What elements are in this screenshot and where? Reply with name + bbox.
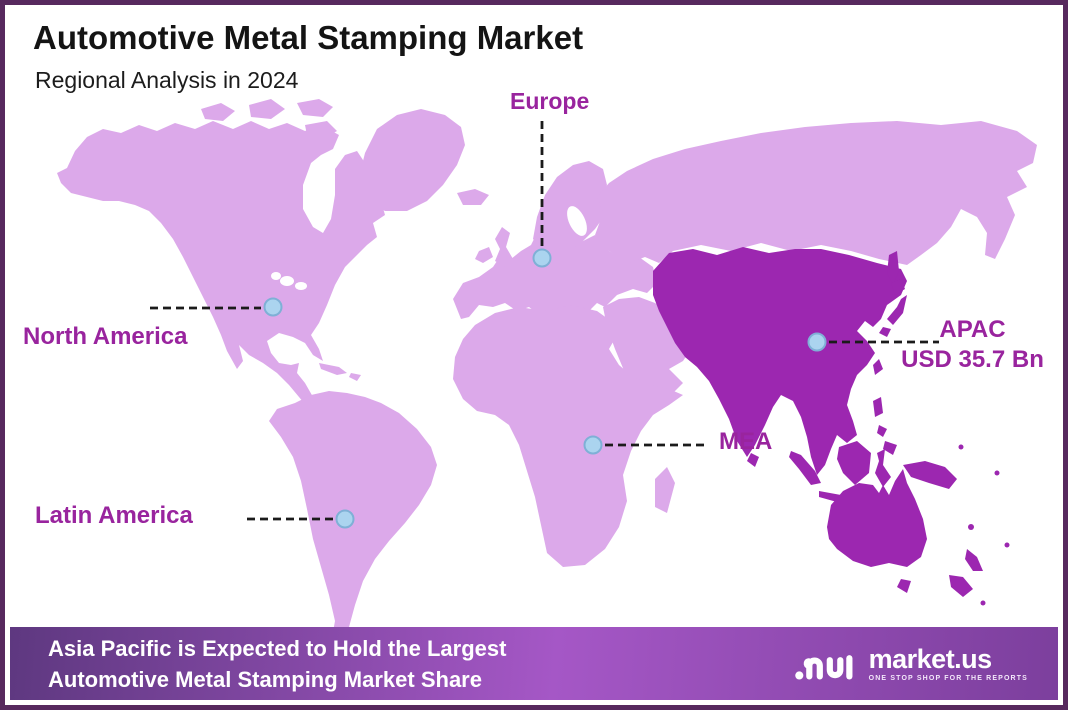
region-label-north-america: North America bbox=[23, 323, 188, 350]
apac-mainland-highlight bbox=[653, 247, 907, 475]
page-title: Automotive Metal Stamping Market bbox=[33, 19, 584, 56]
indonesia bbox=[789, 441, 957, 505]
apac-value: USD 35.7 Bn bbox=[901, 346, 1044, 373]
marker-apac bbox=[807, 332, 827, 352]
continent-africa bbox=[453, 305, 683, 567]
sakhalin bbox=[887, 251, 899, 285]
footer-headline: Asia Pacific is Expected to Hold the Lar… bbox=[48, 633, 506, 695]
taiwan bbox=[873, 359, 883, 375]
tasmania bbox=[897, 579, 911, 593]
brand-tagline: ONE STOP SHOP FOR THE REPORTS bbox=[868, 675, 1028, 682]
marker-latin-america bbox=[335, 509, 355, 529]
apac-label: APAC bbox=[939, 316, 1006, 343]
marker-north-america bbox=[263, 297, 283, 317]
new-zealand bbox=[949, 549, 983, 597]
australia bbox=[827, 469, 927, 567]
japan bbox=[879, 279, 907, 337]
great-lakes bbox=[295, 282, 307, 290]
iceland bbox=[457, 189, 489, 205]
page-subtitle: Regional Analysis in 2024 bbox=[35, 67, 299, 93]
gulf-of-bothnia bbox=[567, 206, 587, 236]
marketus-logo-icon bbox=[794, 654, 853, 679]
brand-text: market.us ONE STOP SHOP FOR THE REPORTS bbox=[869, 645, 1028, 682]
footer-headline-line2: Automotive Metal Stamping Market Share bbox=[48, 666, 482, 692]
russia bbox=[595, 121, 1037, 265]
world-map bbox=[57, 99, 1037, 647]
pacific-island bbox=[980, 600, 986, 606]
greenland bbox=[357, 109, 465, 211]
region-label-latin-america: Latin America bbox=[35, 502, 193, 529]
ireland bbox=[475, 247, 493, 263]
caribbean-islands bbox=[319, 363, 361, 381]
brand-name: market.us bbox=[868, 644, 993, 674]
great-lakes bbox=[271, 272, 281, 280]
marker-mea bbox=[583, 435, 603, 455]
pacific-island bbox=[958, 444, 964, 450]
philippines bbox=[873, 397, 897, 455]
footer-headline-line1: Asia Pacific is Expected to Hold the Lar… bbox=[48, 635, 507, 661]
footer-banner: Asia Pacific is Expected to Hold the Lar… bbox=[10, 627, 1058, 700]
region-label-mea: MEA bbox=[719, 428, 773, 455]
brand-logo: market.us ONE STOP SHOP FOR THE REPORTS bbox=[794, 638, 1028, 690]
region-label-apac: APAC USD 35.7 Bn bbox=[885, 315, 1060, 375]
arctic-islands bbox=[201, 99, 337, 139]
sri-lanka bbox=[747, 453, 759, 467]
madagascar bbox=[655, 467, 675, 513]
united-kingdom bbox=[495, 227, 513, 267]
marker-europe bbox=[532, 248, 552, 268]
region-label-europe: Europe bbox=[510, 88, 590, 114]
pacific-island bbox=[968, 524, 974, 530]
pacific-island bbox=[994, 470, 1000, 476]
continent-north-america bbox=[57, 121, 385, 421]
pacific-island bbox=[1004, 542, 1010, 548]
great-lakes bbox=[280, 276, 294, 286]
